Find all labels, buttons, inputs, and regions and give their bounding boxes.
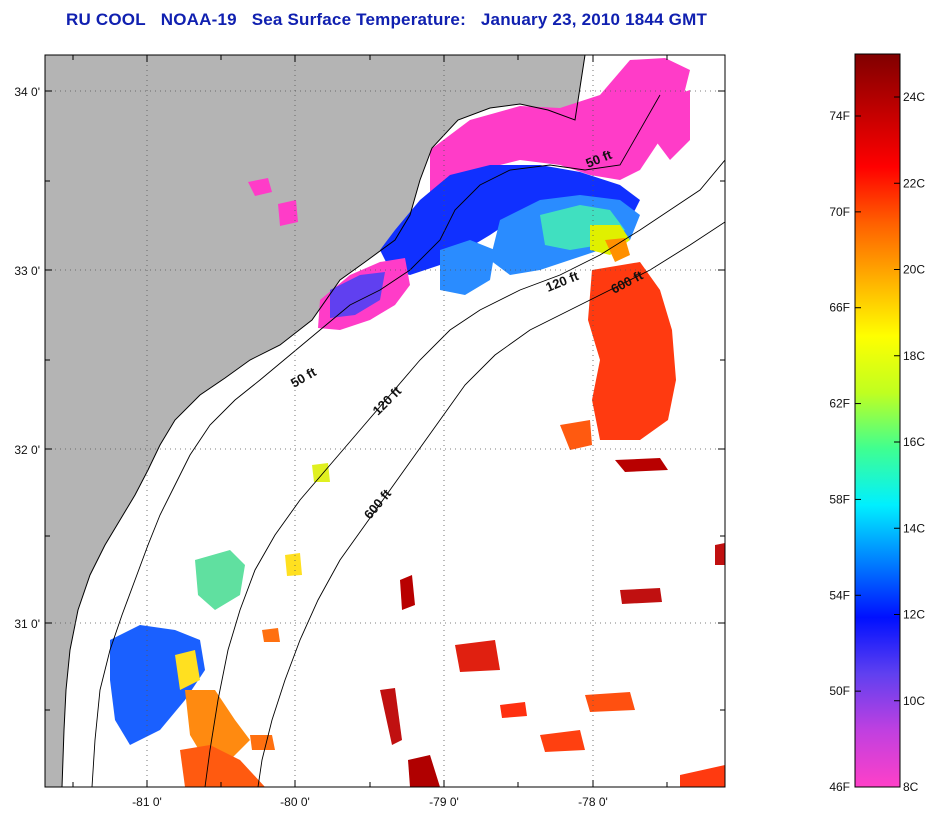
colorbar-c-label: 24C — [903, 90, 925, 104]
map-title: RU COOL NOAA-19 Sea Surface Temperature:… — [66, 10, 717, 30]
lon-label-78: -78 0' — [578, 795, 608, 809]
colorbar-f-label: 50F — [829, 684, 850, 698]
lat-label-32: 32 0' — [14, 443, 40, 457]
coastal-nodata — [62, 360, 300, 787]
colorbar-c-label: 12C — [903, 608, 925, 622]
lat-label-31: 31 0' — [14, 617, 40, 631]
colorbar-c-label: 20C — [903, 263, 925, 277]
contour-120ft — [204, 159, 725, 787]
colorbar-f-label: 58F — [829, 492, 850, 506]
sst-patches — [110, 58, 725, 787]
title-product: Sea Surface Temperature: — [251, 10, 466, 29]
land-area — [45, 55, 585, 787]
colorbar-c-label: 10C — [903, 694, 925, 708]
colorbar-c-label: 14C — [903, 521, 925, 535]
axis-ticks — [45, 55, 725, 787]
colorbar-f-label: 54F — [829, 588, 850, 602]
lon-label-80: -80 0' — [280, 795, 310, 809]
lat-label-34: 34 0' — [14, 85, 40, 99]
lat-label-33: 33 0' — [14, 264, 40, 278]
colorbar-f-label: 70F — [829, 205, 850, 219]
colorbar-c-label: 8C — [903, 780, 919, 794]
title-satellite: NOAA-19 — [160, 10, 237, 29]
colorbar-f-label: 46F — [829, 780, 850, 794]
colorbar-f-label: 62F — [829, 397, 850, 411]
lon-label-79: -79 0' — [429, 795, 459, 809]
colorbar-c-label: 22C — [903, 176, 925, 190]
contour-50ft — [91, 94, 661, 787]
colorbar-c-label: 16C — [903, 435, 925, 449]
colorbar: 74F 70F 66F 62F 58F 54F 50F 46F 24C 22C 20C 18C 16C… — [829, 53, 925, 794]
colorbar-c-label: 18C — [903, 349, 925, 363]
title-source: RU COOL — [66, 10, 146, 29]
colorbar-f-label: 66F — [829, 301, 850, 315]
colorbar-scale — [854, 53, 901, 788]
map-canvas: 50 ft 120 ft 600 ft 50 ft 120 ft 600 ft — [45, 55, 725, 787]
colorbar-f-label: 74F — [829, 109, 850, 123]
lon-label-81: -81 0' — [132, 795, 162, 809]
contour-600ft — [257, 221, 725, 787]
coastline — [61, 55, 586, 787]
map-border — [44, 54, 726, 788]
graticule — [45, 55, 725, 787]
title-datetime: January 23, 2010 1844 GMT — [480, 10, 708, 29]
